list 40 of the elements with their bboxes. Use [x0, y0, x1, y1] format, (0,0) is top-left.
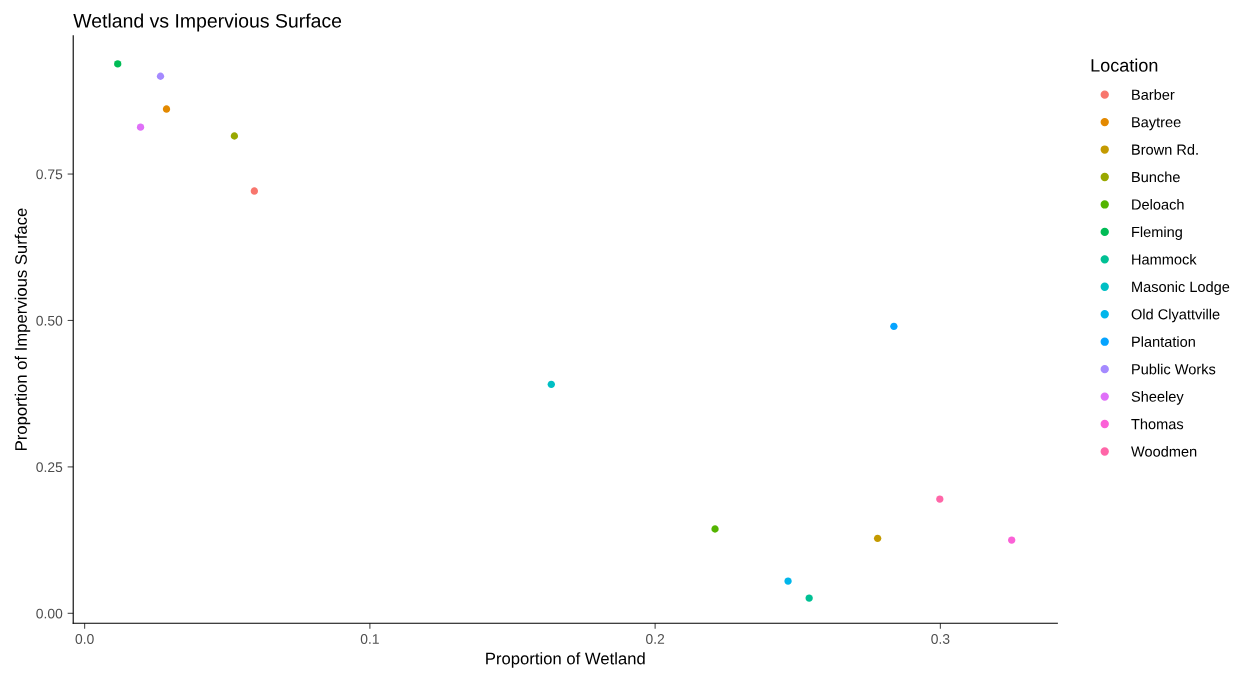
x-tick-label: 0.0: [75, 634, 94, 644]
point: [136, 123, 145, 131]
point: [805, 594, 813, 602]
point: [230, 132, 239, 140]
point: [873, 534, 882, 543]
point: [162, 105, 171, 113]
y-tick-label: 0.25: [36, 462, 63, 473]
point: [156, 72, 165, 80]
legend-label: Bunche: [1132, 171, 1180, 183]
legend-label: Brown Rd.: [1132, 144, 1198, 155]
point: [250, 187, 259, 195]
x-axis-title: Proportion of Wetland: [486, 652, 645, 668]
legend-label: Fleming: [1132, 226, 1182, 241]
legend-label: Baytree: [1132, 117, 1181, 131]
legend-label: Public Works: [1132, 363, 1216, 375]
point: [114, 60, 122, 68]
legend-title: Location: [1091, 58, 1158, 72]
chart-title: Wetland vs Impervious Surface: [73, 13, 342, 32]
y-axis-title: Proportion of Impervious Surface: [14, 208, 31, 450]
legend-label: Sheeley: [1131, 391, 1184, 405]
x-tick-label: 0.1: [360, 634, 379, 644]
y-tick-label: 0.00: [36, 608, 63, 619]
x-tick-label: 0.2: [646, 634, 665, 644]
point: [936, 495, 944, 503]
legend-label: Hammock: [1132, 253, 1197, 265]
point: [711, 525, 719, 533]
legend-label: Barber: [1132, 89, 1175, 100]
point: [890, 322, 898, 330]
point: [1008, 536, 1016, 544]
legend-label: Woodmen: [1131, 446, 1197, 457]
x-tick-label: 0.3: [931, 634, 950, 644]
legend-label: Thomas: [1131, 418, 1184, 430]
point: [547, 380, 555, 388]
y-tick-label: 0.50: [36, 315, 63, 326]
point: [784, 577, 792, 585]
legend-label: Plantation: [1132, 336, 1195, 347]
legend-label: Masonic Lodge: [1132, 281, 1230, 295]
legend-label: Old Clyattville: [1131, 308, 1220, 323]
y-tick-label: 0.75: [36, 169, 63, 180]
legend-label: Deloach: [1132, 198, 1184, 210]
